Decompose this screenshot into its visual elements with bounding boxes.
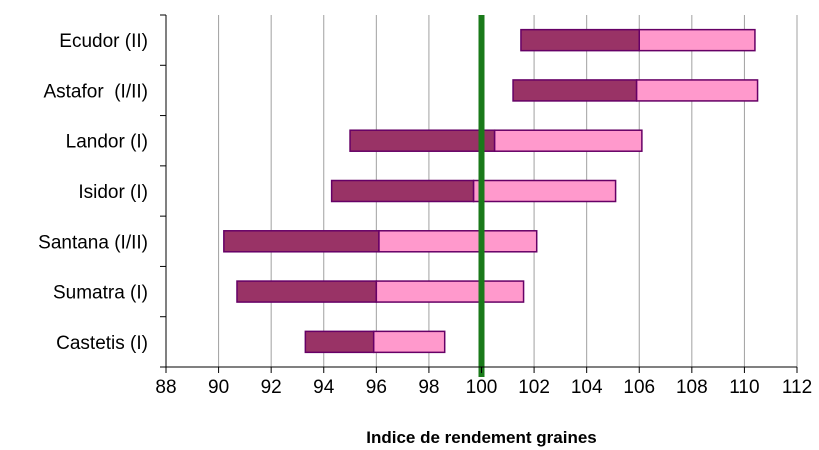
- category-label-3: Isidor (I): [78, 182, 148, 203]
- bar-high-6: [372, 330, 446, 354]
- x-tick-label-106: 106: [623, 377, 655, 398]
- bars: [223, 28, 759, 354]
- bar-high-4: [378, 230, 538, 253]
- x-tick-label-100: 100: [466, 377, 498, 398]
- axes: [160, 14, 798, 373]
- x-tick-label-98: 98: [418, 377, 439, 398]
- category-label-2: Landor (I): [66, 132, 148, 153]
- x-tick-label-108: 108: [676, 377, 708, 398]
- x-tick-label-104: 104: [571, 377, 603, 398]
- category-label-0: Ecudor (II): [59, 31, 148, 52]
- x-tick-label-112: 112: [782, 377, 812, 398]
- bar-low-5: [236, 280, 378, 303]
- bar-low-1: [512, 79, 638, 102]
- x-tick-label-88: 88: [155, 377, 176, 398]
- x-tick-label-92: 92: [261, 377, 282, 398]
- x-tick-labels: 88 90 92 94 96 98 100 102 104 106 108 110 112: [155, 377, 812, 398]
- bar-high-5: [375, 280, 525, 303]
- bar-high-1: [635, 79, 759, 102]
- category-label-6: Castetis (I): [56, 333, 148, 354]
- x-tick-label-94: 94: [313, 377, 335, 398]
- x-tick-label-90: 90: [208, 377, 229, 398]
- bar-high-3: [472, 179, 617, 203]
- x-tick-label-102: 102: [518, 377, 550, 398]
- bar-low-0: [520, 28, 640, 52]
- category-label-4: Santana (I/II): [38, 232, 148, 253]
- x-tick-label-110: 110: [729, 377, 759, 398]
- bar-low-3: [330, 179, 475, 203]
- bar-low-6: [304, 330, 375, 354]
- category-label-5: Sumatra (I): [53, 283, 148, 304]
- x-axis-title: Indice de rendement graines: [366, 428, 597, 447]
- bar-high-0: [638, 28, 756, 52]
- category-label-1: Astafor (I/II): [43, 81, 148, 102]
- bar-high-2: [493, 129, 643, 152]
- bar-low-2: [349, 129, 496, 152]
- x-tick-label-96: 96: [366, 377, 387, 398]
- bar-low-4: [223, 230, 380, 253]
- category-labels: Ecudor (II) Astafor (I/II) Landor (I) Isido…: [38, 31, 148, 354]
